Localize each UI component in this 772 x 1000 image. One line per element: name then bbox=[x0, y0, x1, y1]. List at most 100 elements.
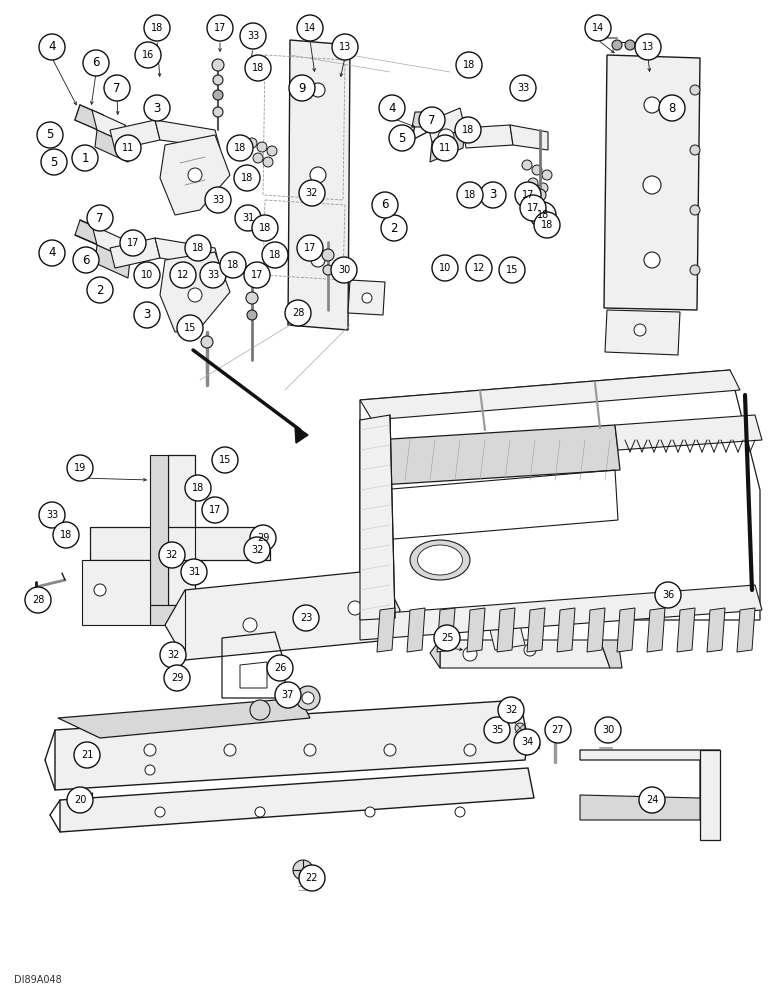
Circle shape bbox=[528, 178, 538, 188]
Circle shape bbox=[250, 700, 270, 720]
Polygon shape bbox=[377, 608, 395, 652]
Polygon shape bbox=[160, 135, 230, 215]
Text: 4: 4 bbox=[48, 246, 56, 259]
Circle shape bbox=[331, 257, 357, 283]
Text: 25: 25 bbox=[441, 633, 453, 643]
Circle shape bbox=[240, 23, 266, 49]
Circle shape bbox=[244, 537, 270, 563]
Circle shape bbox=[293, 605, 319, 631]
Polygon shape bbox=[110, 120, 160, 150]
Circle shape bbox=[532, 165, 542, 175]
Text: 31: 31 bbox=[242, 213, 254, 223]
Circle shape bbox=[144, 15, 170, 41]
Polygon shape bbox=[110, 238, 160, 268]
Circle shape bbox=[602, 728, 610, 736]
Text: 3: 3 bbox=[154, 102, 161, 114]
Circle shape bbox=[250, 525, 276, 551]
Text: 35: 35 bbox=[491, 725, 503, 735]
Circle shape bbox=[432, 135, 458, 161]
Text: 6: 6 bbox=[92, 56, 100, 70]
Polygon shape bbox=[165, 570, 400, 660]
Circle shape bbox=[498, 697, 524, 723]
Text: 20: 20 bbox=[74, 795, 86, 805]
Circle shape bbox=[83, 50, 109, 76]
Circle shape bbox=[213, 90, 223, 100]
Circle shape bbox=[212, 447, 238, 473]
Ellipse shape bbox=[410, 540, 470, 580]
Circle shape bbox=[207, 15, 233, 41]
Circle shape bbox=[530, 202, 556, 228]
Text: 18: 18 bbox=[192, 483, 204, 493]
Circle shape bbox=[212, 59, 224, 71]
Polygon shape bbox=[497, 608, 515, 652]
Circle shape bbox=[303, 611, 317, 625]
Ellipse shape bbox=[418, 545, 462, 575]
Circle shape bbox=[323, 265, 333, 275]
Text: 29: 29 bbox=[171, 673, 183, 683]
Circle shape bbox=[542, 170, 552, 180]
Circle shape bbox=[160, 642, 186, 668]
Text: 18: 18 bbox=[537, 210, 549, 220]
Circle shape bbox=[247, 138, 257, 148]
Circle shape bbox=[188, 168, 202, 182]
Circle shape bbox=[635, 34, 661, 60]
Text: 18: 18 bbox=[227, 260, 239, 270]
Text: 32: 32 bbox=[166, 550, 178, 560]
Polygon shape bbox=[615, 415, 762, 450]
Circle shape bbox=[538, 183, 548, 193]
Polygon shape bbox=[587, 608, 605, 652]
Circle shape bbox=[200, 262, 226, 288]
Circle shape bbox=[144, 95, 170, 121]
Circle shape bbox=[669, 592, 677, 600]
Polygon shape bbox=[360, 415, 395, 620]
Polygon shape bbox=[580, 750, 720, 798]
Circle shape bbox=[455, 117, 481, 143]
Polygon shape bbox=[604, 55, 700, 310]
Text: 17: 17 bbox=[527, 203, 539, 213]
Circle shape bbox=[255, 807, 265, 817]
Circle shape bbox=[39, 240, 65, 266]
Polygon shape bbox=[430, 640, 440, 668]
Polygon shape bbox=[92, 225, 130, 260]
Text: 33: 33 bbox=[247, 31, 259, 41]
Polygon shape bbox=[95, 130, 130, 162]
Circle shape bbox=[235, 205, 261, 231]
Circle shape bbox=[243, 618, 257, 632]
Text: 5: 5 bbox=[398, 131, 406, 144]
Circle shape bbox=[135, 42, 161, 68]
Text: 18: 18 bbox=[192, 243, 204, 253]
Circle shape bbox=[87, 205, 113, 231]
Circle shape bbox=[297, 15, 323, 41]
Circle shape bbox=[522, 160, 532, 170]
Polygon shape bbox=[490, 625, 525, 650]
Circle shape bbox=[115, 135, 141, 161]
Circle shape bbox=[227, 135, 253, 161]
Polygon shape bbox=[430, 128, 465, 162]
Circle shape bbox=[595, 717, 621, 743]
Polygon shape bbox=[95, 245, 130, 278]
Circle shape bbox=[144, 744, 156, 756]
Circle shape bbox=[644, 252, 660, 268]
Circle shape bbox=[37, 122, 63, 148]
Polygon shape bbox=[737, 608, 755, 652]
Circle shape bbox=[514, 729, 540, 755]
Text: 33: 33 bbox=[517, 83, 529, 93]
Text: 18: 18 bbox=[541, 220, 553, 230]
Polygon shape bbox=[82, 560, 150, 625]
Text: 34: 34 bbox=[521, 737, 533, 747]
Circle shape bbox=[181, 559, 207, 585]
Text: 24: 24 bbox=[646, 795, 659, 805]
Text: 29: 29 bbox=[257, 533, 269, 543]
Circle shape bbox=[348, 601, 362, 615]
Polygon shape bbox=[360, 370, 740, 420]
Text: 33: 33 bbox=[207, 270, 219, 280]
Text: 17: 17 bbox=[522, 190, 534, 200]
Circle shape bbox=[639, 787, 665, 813]
Polygon shape bbox=[348, 280, 385, 315]
Circle shape bbox=[185, 235, 211, 261]
Text: 13: 13 bbox=[339, 42, 351, 52]
Circle shape bbox=[419, 107, 445, 133]
Circle shape bbox=[285, 300, 311, 326]
Text: 15: 15 bbox=[184, 323, 196, 333]
Circle shape bbox=[510, 75, 536, 101]
